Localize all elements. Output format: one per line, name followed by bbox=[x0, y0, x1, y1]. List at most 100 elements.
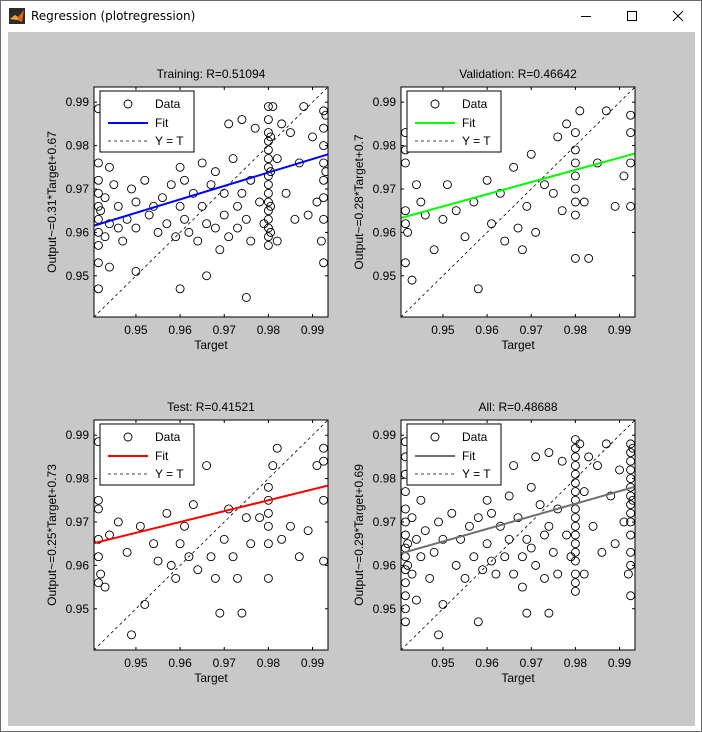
data-point bbox=[478, 565, 488, 575]
data-point bbox=[233, 201, 242, 211]
data-point bbox=[303, 526, 313, 536]
data-point bbox=[202, 461, 212, 471]
data-point bbox=[531, 227, 541, 237]
data-point bbox=[570, 210, 580, 220]
data-point bbox=[464, 521, 474, 531]
data-point bbox=[557, 456, 567, 466]
data-point bbox=[526, 482, 536, 492]
data-point bbox=[407, 275, 417, 285]
data-point bbox=[570, 578, 580, 588]
plot-content bbox=[94, 420, 328, 650]
axes-frame bbox=[93, 86, 329, 318]
data-point bbox=[263, 206, 273, 216]
data-point bbox=[105, 219, 114, 229]
y-axis-label: Output~=0.25*Target+0.73 bbox=[45, 464, 59, 606]
regression-axes-3[interactable]: 0.95 0.96 0.97 0.98 0.99 0.95 0.96 0.97 0.98 0.99… bbox=[45, 400, 329, 685]
data-point bbox=[184, 227, 194, 237]
minimize-icon bbox=[581, 16, 591, 17]
data-point bbox=[412, 595, 421, 605]
minimize-button[interactable] bbox=[563, 1, 609, 31]
data-point bbox=[246, 236, 256, 246]
legend-fit-label: Fit bbox=[462, 116, 476, 130]
data-point bbox=[224, 232, 234, 242]
data-point bbox=[487, 219, 496, 229]
regression-axes-2[interactable]: 0.95 0.96 0.97 0.98 0.99 0.95 0.96 0.97 0.98 0.99… bbox=[352, 67, 636, 352]
legend-data-label: Data bbox=[155, 430, 181, 444]
data-point bbox=[228, 552, 238, 562]
data-point bbox=[416, 552, 426, 562]
data-point bbox=[579, 197, 589, 207]
data-point bbox=[135, 521, 145, 531]
x-tick-label: 0.98 bbox=[564, 323, 588, 337]
legend-data-marker bbox=[430, 432, 440, 442]
close-button[interactable] bbox=[655, 1, 701, 31]
data-point bbox=[570, 197, 580, 207]
data-point bbox=[473, 284, 483, 294]
legend-fit-label: Fit bbox=[462, 449, 476, 463]
legend-data-marker bbox=[123, 432, 133, 442]
x-tick-label: 0.99 bbox=[608, 656, 632, 670]
data-point bbox=[162, 508, 172, 518]
data-point bbox=[540, 180, 549, 190]
data-point bbox=[224, 119, 234, 129]
data-point bbox=[597, 547, 607, 557]
title-bar[interactable]: Regression (plotregression) bbox=[1, 1, 701, 31]
legend[interactable]: Data Fit Y = T bbox=[406, 90, 502, 153]
y-tick-label: 0.96 bbox=[66, 225, 90, 239]
data-point bbox=[513, 513, 523, 523]
data-point bbox=[491, 569, 501, 579]
x-tick-label: 0.99 bbox=[301, 656, 325, 670]
x-tick-label: 0.98 bbox=[257, 323, 281, 337]
data-point bbox=[407, 569, 417, 579]
close-icon bbox=[672, 10, 684, 22]
data-point bbox=[162, 219, 172, 229]
data-point bbox=[219, 188, 229, 198]
data-point bbox=[184, 552, 194, 562]
data-point bbox=[456, 534, 466, 544]
data-point bbox=[460, 573, 470, 583]
legend-ideal-label: Y = T bbox=[462, 134, 491, 148]
data-point bbox=[255, 197, 265, 207]
y-tick-label: 0.97 bbox=[66, 515, 90, 529]
data-point bbox=[219, 534, 229, 544]
data-point bbox=[272, 236, 282, 246]
x-axis-label: Target bbox=[194, 338, 228, 352]
data-point bbox=[233, 573, 242, 583]
x-tick-label: 0.99 bbox=[301, 323, 325, 337]
x-tick-label: 0.96 bbox=[475, 323, 499, 337]
data-point bbox=[601, 106, 611, 116]
data-point bbox=[193, 565, 203, 575]
data-point bbox=[570, 158, 580, 168]
maximize-button[interactable] bbox=[609, 1, 655, 31]
data-point bbox=[263, 232, 273, 242]
legend[interactable]: Data Fit Y = T bbox=[99, 423, 195, 486]
data-point bbox=[513, 223, 523, 233]
y-axis-label: Output~=0.31*Target+0.67 bbox=[45, 131, 59, 273]
data-point bbox=[263, 539, 273, 549]
legend[interactable]: Data Fit Y = T bbox=[406, 423, 502, 486]
data-point bbox=[570, 521, 580, 531]
regression-axes-4[interactable]: 0.95 0.96 0.97 0.98 0.99 0.95 0.96 0.97 0.98 0.99… bbox=[352, 400, 637, 685]
legend[interactable]: Data Fit Y = T bbox=[99, 90, 195, 153]
data-point bbox=[544, 521, 554, 531]
data-point bbox=[299, 102, 309, 111]
data-point bbox=[96, 569, 106, 579]
regression-axes-1[interactable]: 0.95 0.96 0.97 0.98 0.99 0.95 0.96 0.97 0.98 0.99… bbox=[45, 67, 330, 352]
x-tick-label: 0.97 bbox=[213, 323, 237, 337]
maximize-icon bbox=[627, 11, 637, 21]
data-point bbox=[570, 461, 580, 471]
data-point bbox=[420, 526, 430, 536]
y-axis-label: Output~=0.29*Target+0.69 bbox=[352, 464, 366, 606]
data-point bbox=[579, 569, 589, 579]
data-point bbox=[149, 539, 159, 549]
data-point bbox=[557, 206, 567, 216]
data-point bbox=[628, 443, 635, 453]
data-point bbox=[544, 448, 554, 457]
data-point bbox=[482, 495, 492, 505]
data-point bbox=[438, 599, 448, 609]
data-point bbox=[268, 102, 278, 111]
data-point bbox=[412, 534, 421, 544]
y-tick-label: 0.95 bbox=[66, 269, 90, 283]
data-point bbox=[517, 582, 527, 592]
x-axis-label: Target bbox=[501, 338, 535, 352]
